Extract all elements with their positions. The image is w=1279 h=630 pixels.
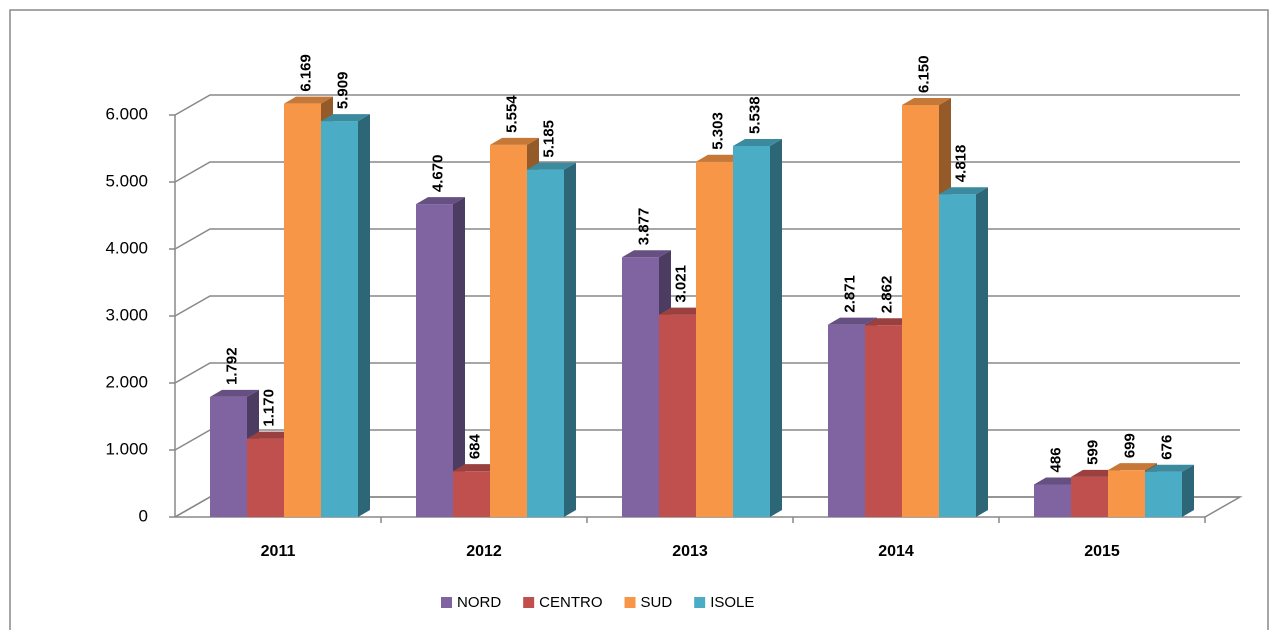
bar-front: [659, 314, 696, 517]
value-label: 6.150: [915, 55, 932, 93]
bar-top: [733, 138, 782, 146]
bar-top: [1145, 464, 1194, 472]
bar-front: [902, 104, 939, 517]
bar-front: [939, 194, 976, 517]
bar-top: [247, 431, 296, 439]
x-tick-label: 2012: [466, 543, 502, 560]
value-label: 699: [1121, 433, 1138, 458]
bar: [659, 307, 708, 517]
value-label: 4.670: [429, 155, 446, 193]
x-tick-label: 2015: [1084, 543, 1120, 560]
bar-front: [1034, 484, 1071, 517]
value-label: 2.862: [878, 276, 895, 314]
bar-front: [733, 145, 770, 518]
value-label: 5.185: [540, 120, 557, 158]
bar: [416, 197, 465, 518]
value-label: 6.169: [297, 54, 314, 92]
bar-front: [828, 324, 865, 517]
bar-top: [210, 389, 259, 397]
bar-top: [902, 97, 951, 105]
grid-line: [174, 161, 1240, 183]
x-tick-label: 2011: [261, 543, 296, 560]
y-tick-label: 2.000: [105, 372, 148, 391]
bar-front: [453, 471, 490, 517]
legend-label: SUD: [641, 594, 673, 611]
y-tick-label: 3.000: [105, 305, 148, 324]
grid-line: [174, 295, 1240, 317]
bar-top: [659, 307, 708, 315]
bar-front: [284, 103, 321, 517]
bar-front: [321, 121, 358, 518]
bar-top: [865, 318, 914, 326]
legend-swatch: [694, 597, 706, 608]
bar-side: [564, 162, 576, 518]
value-label: 486: [1047, 447, 1064, 472]
legend-swatch: [624, 597, 636, 608]
grid-line: [174, 228, 1240, 250]
bar-top: [1071, 469, 1120, 477]
bar: [321, 114, 370, 518]
bar-front: [416, 204, 453, 518]
value-label: 2.871: [841, 275, 858, 313]
value-label: 684: [466, 433, 483, 459]
value-label: 3.877: [635, 208, 652, 246]
bar-top: [284, 96, 333, 104]
value-label: 5.303: [709, 112, 726, 150]
bar-front: [210, 396, 247, 517]
value-label: 5.538: [746, 96, 763, 134]
bar-top: [527, 162, 576, 170]
bar-top: [1108, 463, 1157, 471]
bar-front: [1071, 476, 1108, 517]
bar-front: [622, 257, 659, 517]
bar-front: [1145, 471, 1182, 517]
bar-side: [976, 187, 988, 517]
bar: [733, 138, 782, 518]
bar-front: [527, 169, 564, 518]
legend-label: ISOLE: [710, 594, 754, 611]
bar-top: [490, 137, 539, 145]
value-label: 599: [1084, 440, 1101, 465]
value-label: 3.021: [672, 265, 689, 303]
bar-top: [622, 250, 671, 258]
bar-top: [453, 464, 502, 472]
legend-label: CENTRO: [539, 594, 602, 611]
bar-top: [1034, 477, 1083, 485]
bar: [939, 187, 988, 517]
grid-line: [174, 94, 1240, 116]
bar-front: [247, 438, 284, 517]
legend-swatch: [523, 597, 535, 608]
bar-front: [865, 325, 902, 517]
legend-swatch: [441, 597, 452, 608]
x-tick-label: 2014: [878, 543, 914, 560]
value-label: 4.818: [952, 145, 969, 183]
bar-top: [939, 187, 988, 195]
bar-front: [490, 144, 527, 517]
x-tick-label: 2013: [672, 543, 708, 560]
value-label: 5.554: [503, 95, 520, 133]
value-label: 5.909: [334, 72, 351, 110]
value-label: 1.170: [260, 389, 277, 427]
bar-side: [1182, 464, 1194, 517]
bar-front: [696, 161, 733, 517]
bar-top: [828, 317, 877, 325]
bar-side: [770, 138, 782, 518]
bar: [1145, 464, 1194, 517]
value-label: 1.792: [223, 347, 240, 385]
y-tick-label: 0: [139, 506, 148, 525]
bar-side: [453, 197, 465, 518]
y-tick-label: 4.000: [105, 238, 148, 257]
value-label: 676: [1158, 435, 1175, 460]
y-tick-label: 5.000: [105, 171, 148, 190]
bar-front: [1108, 470, 1145, 517]
bar: [527, 162, 576, 518]
y-tick-label: 6.000: [105, 104, 148, 123]
y-tick-label: 1.000: [105, 439, 148, 458]
bar-top: [696, 154, 745, 162]
legend-label: NORD: [457, 594, 501, 611]
bar-top: [321, 114, 370, 122]
bar-top: [416, 197, 465, 205]
bar-side: [358, 114, 370, 518]
